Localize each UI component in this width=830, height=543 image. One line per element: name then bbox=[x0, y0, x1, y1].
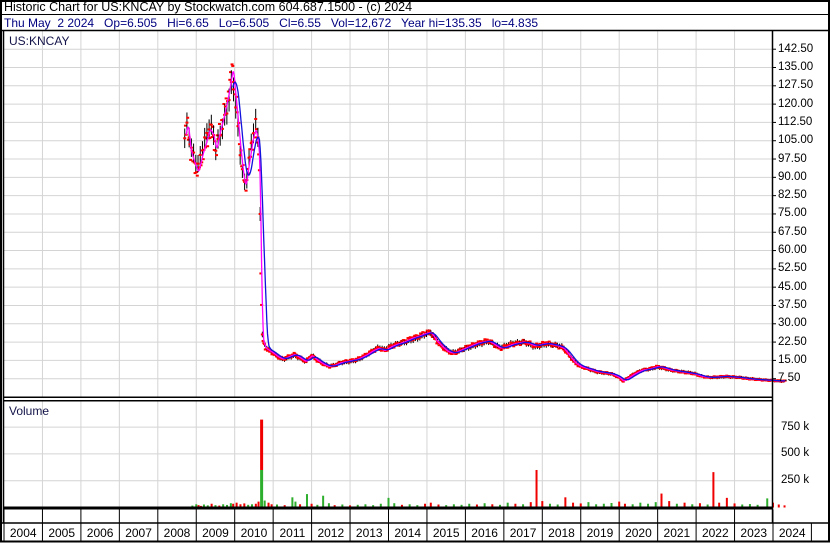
year-label: 2013 bbox=[355, 526, 383, 540]
year-label: 2024 bbox=[778, 526, 806, 540]
price-tick-label: 90.00 bbox=[778, 170, 807, 183]
symbol-label: US:KNCAY bbox=[9, 34, 70, 48]
price-tick-label: 67.50 bbox=[778, 225, 807, 238]
volume-tick-label: 250 k bbox=[781, 474, 810, 487]
volume-pane-label: Volume bbox=[9, 404, 50, 418]
year-label: 2005 bbox=[48, 526, 76, 540]
year-label: 2015 bbox=[432, 526, 460, 540]
quote-info-bar: Thu May 2 2024 Op=6.505 Hi=6.65 Lo=6.505… bbox=[4, 16, 539, 30]
volume-tick-label: 500 k bbox=[781, 447, 810, 460]
year-label: 2008 bbox=[163, 526, 191, 540]
price-tick-label: 142.50 bbox=[778, 42, 814, 55]
price-tick-label: 97.50 bbox=[778, 152, 807, 165]
year-label: 2011 bbox=[279, 526, 306, 540]
title-bar: Historic Chart for US:KNCAY by Stockwatc… bbox=[4, 0, 413, 14]
price-tick-label: 45.00 bbox=[778, 280, 807, 293]
year-label: 2021 bbox=[663, 526, 691, 540]
year-label: 2020 bbox=[625, 526, 652, 540]
year-label: 2010 bbox=[240, 526, 268, 540]
price-tick-label: 82.50 bbox=[778, 189, 807, 202]
price-tick-label: 15.00 bbox=[778, 353, 807, 366]
price-tick-label: 22.50 bbox=[778, 335, 807, 348]
price-tick-label: 52.50 bbox=[778, 262, 807, 275]
year-label: 2014 bbox=[394, 526, 422, 540]
year-label: 2006 bbox=[86, 526, 114, 540]
year-label: 2007 bbox=[125, 526, 152, 540]
year-label: 2016 bbox=[471, 526, 498, 540]
price-tick-label: 135.00 bbox=[778, 61, 814, 73]
price-tick-label: 120.00 bbox=[778, 97, 814, 110]
price-tick-label: 7.50 bbox=[778, 372, 801, 385]
volume-tick-label: 750 k bbox=[781, 420, 810, 433]
year-label: 2012 bbox=[317, 526, 345, 540]
price-tick-label: 112.50 bbox=[778, 115, 813, 128]
year-label: 2019 bbox=[586, 526, 614, 540]
price-tick-label: 105.00 bbox=[778, 134, 814, 147]
year-label: 2017 bbox=[509, 526, 537, 540]
price-tick-label: 75.00 bbox=[778, 207, 807, 220]
price-tick-label: 37.50 bbox=[778, 298, 807, 311]
price-tick-label: 30.00 bbox=[778, 317, 807, 330]
price-tick-label: 127.50 bbox=[778, 79, 814, 92]
price-tick-label: 60.00 bbox=[778, 244, 807, 257]
year-label: 2022 bbox=[701, 526, 729, 540]
year-label: 2009 bbox=[202, 526, 229, 540]
year-label: 2023 bbox=[740, 526, 768, 540]
year-label: 2018 bbox=[548, 526, 575, 540]
year-label: 2004 bbox=[9, 526, 37, 540]
